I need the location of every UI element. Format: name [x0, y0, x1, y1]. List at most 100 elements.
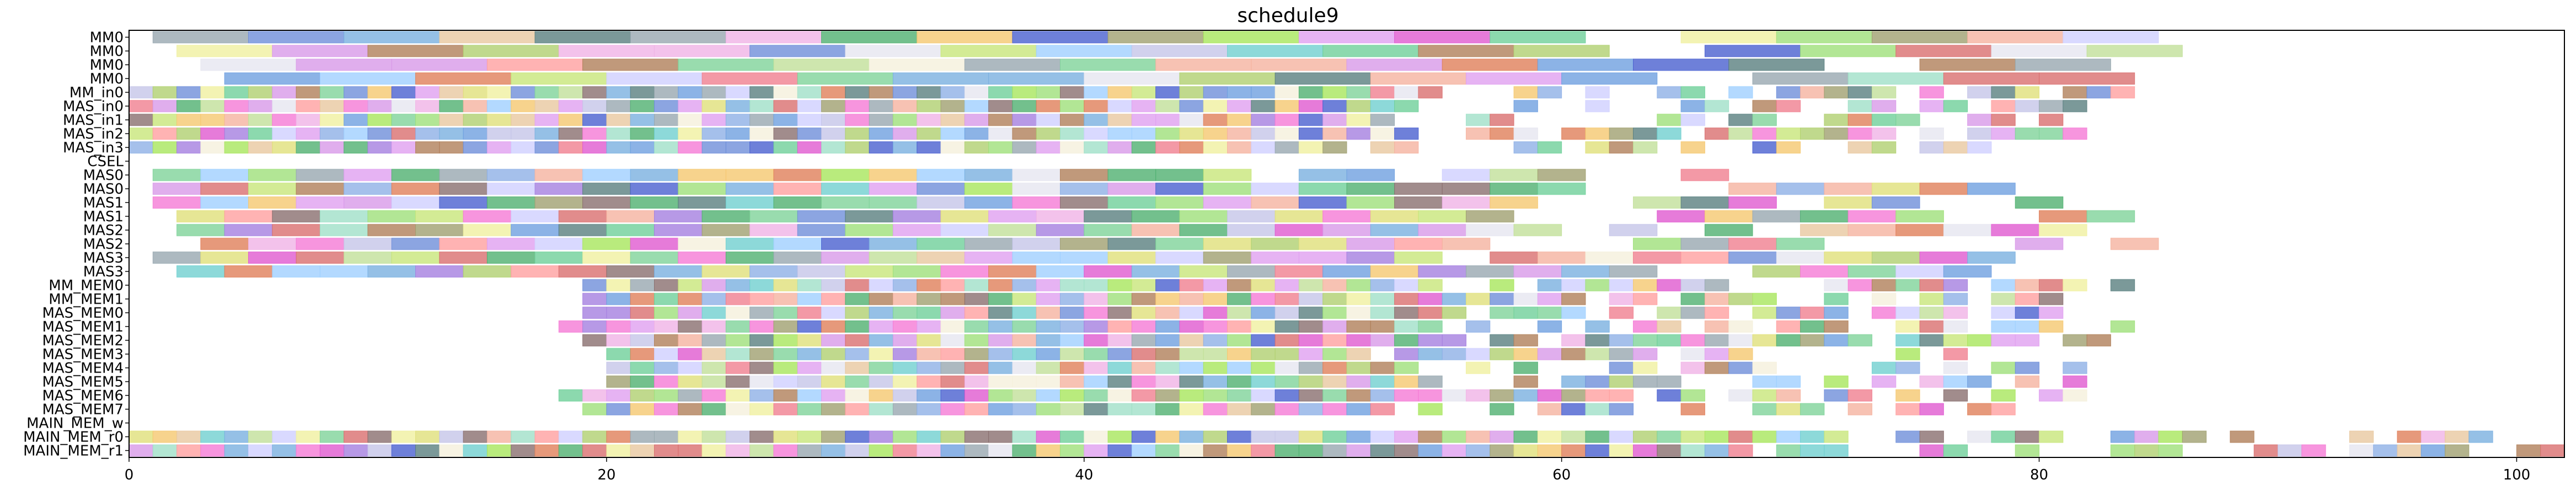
task-bar	[1274, 306, 1299, 319]
task-bar	[1752, 334, 1777, 347]
task-bar	[1465, 265, 1514, 278]
task-bar	[152, 114, 178, 126]
task-bar	[725, 334, 751, 347]
task-bar	[1107, 127, 1132, 140]
task-bar	[2110, 86, 2135, 99]
task-bar	[725, 31, 822, 44]
task-bar	[2086, 210, 2135, 223]
task-bar	[1059, 293, 1085, 305]
task-bar	[797, 86, 822, 99]
task-bar	[1298, 334, 1324, 347]
task-bar	[1752, 72, 1849, 85]
task-bar	[1036, 279, 1061, 292]
task-bar	[1752, 114, 1777, 126]
task-bar	[272, 100, 297, 112]
x-tick-label: 0	[125, 467, 134, 483]
task-bar	[749, 362, 774, 374]
task-bar	[1561, 334, 1586, 347]
task-bar	[1155, 430, 1180, 443]
task-bar	[511, 127, 535, 140]
task-bar	[1274, 100, 1299, 112]
task-bar	[558, 430, 583, 443]
task-bar	[773, 334, 798, 347]
task-bar	[486, 251, 535, 264]
task-bar	[869, 430, 893, 443]
task-bar	[1322, 114, 1347, 126]
task-bar	[940, 362, 965, 374]
task-bar	[892, 210, 941, 223]
task-bar	[1059, 348, 1085, 360]
task-bar	[1179, 210, 1228, 223]
task-bar	[630, 320, 655, 333]
task-bar	[988, 348, 1013, 360]
task-bar	[1752, 403, 1777, 416]
task-bar	[1131, 210, 1180, 223]
task-bar	[152, 86, 178, 99]
task-bar	[1991, 306, 2016, 319]
task-bar	[511, 100, 535, 112]
task-bar	[1084, 320, 1108, 333]
task-bar	[200, 86, 225, 99]
task-bar	[1346, 251, 1395, 264]
task-bar	[1298, 348, 1324, 360]
task-bar	[773, 444, 798, 457]
task-bar	[821, 127, 846, 140]
task-bar	[1442, 334, 1466, 347]
task-bar	[224, 100, 249, 112]
task-bar	[1752, 293, 1777, 305]
task-bar	[558, 444, 583, 457]
task-bar	[725, 196, 774, 209]
task-bar	[463, 265, 512, 278]
task-bar	[1322, 403, 1347, 416]
task-bar	[1704, 100, 1729, 112]
task-bar	[630, 306, 655, 319]
task-bar	[725, 238, 774, 250]
task-bar	[1322, 279, 1347, 292]
task-bar	[869, 362, 893, 374]
task-bar	[606, 265, 655, 278]
task-bar	[1203, 251, 1252, 264]
task-bar	[2015, 444, 2040, 457]
task-bar	[1752, 210, 1801, 223]
task-bar	[1513, 334, 1538, 347]
task-bar	[1513, 375, 1538, 388]
task-bar	[1131, 127, 1156, 140]
task-bar	[1418, 306, 1443, 319]
task-bar	[1847, 114, 1872, 126]
task-bar	[1728, 430, 1753, 443]
task-bar	[391, 182, 440, 195]
task-bar	[749, 293, 774, 305]
task-bar	[869, 444, 893, 457]
task-bar	[439, 430, 464, 443]
row-label: MM_MEM0	[49, 278, 124, 294]
task-bar	[701, 375, 726, 388]
task-bar	[845, 114, 870, 126]
task-bar	[749, 210, 798, 223]
task-bar	[1895, 430, 1920, 443]
task-bar	[344, 251, 392, 264]
task-bar	[1704, 306, 1729, 319]
task-bar	[1322, 224, 1371, 236]
task-bar	[821, 306, 846, 319]
task-bar	[1394, 100, 1419, 112]
task-bar	[869, 279, 893, 292]
task-bar	[1465, 224, 1514, 236]
task-bar	[1967, 182, 2016, 195]
task-bar	[630, 114, 655, 126]
task-bar	[1059, 389, 1085, 402]
task-bar	[1251, 334, 1276, 347]
task-bar	[1704, 334, 1729, 347]
task-bar	[1442, 389, 1466, 402]
task-bar	[2110, 320, 2135, 333]
task-bar	[821, 389, 846, 402]
task-bar	[1609, 279, 1634, 292]
task-bar	[964, 127, 989, 140]
task-bar	[1012, 320, 1037, 333]
task-bar	[1227, 334, 1252, 347]
task-bar	[1513, 265, 1562, 278]
row-label: MAS_in2	[63, 126, 124, 143]
task-bar	[1418, 430, 1443, 443]
task-bar	[248, 100, 273, 112]
task-bar	[1919, 334, 1944, 347]
row-label: MM0	[90, 44, 124, 60]
